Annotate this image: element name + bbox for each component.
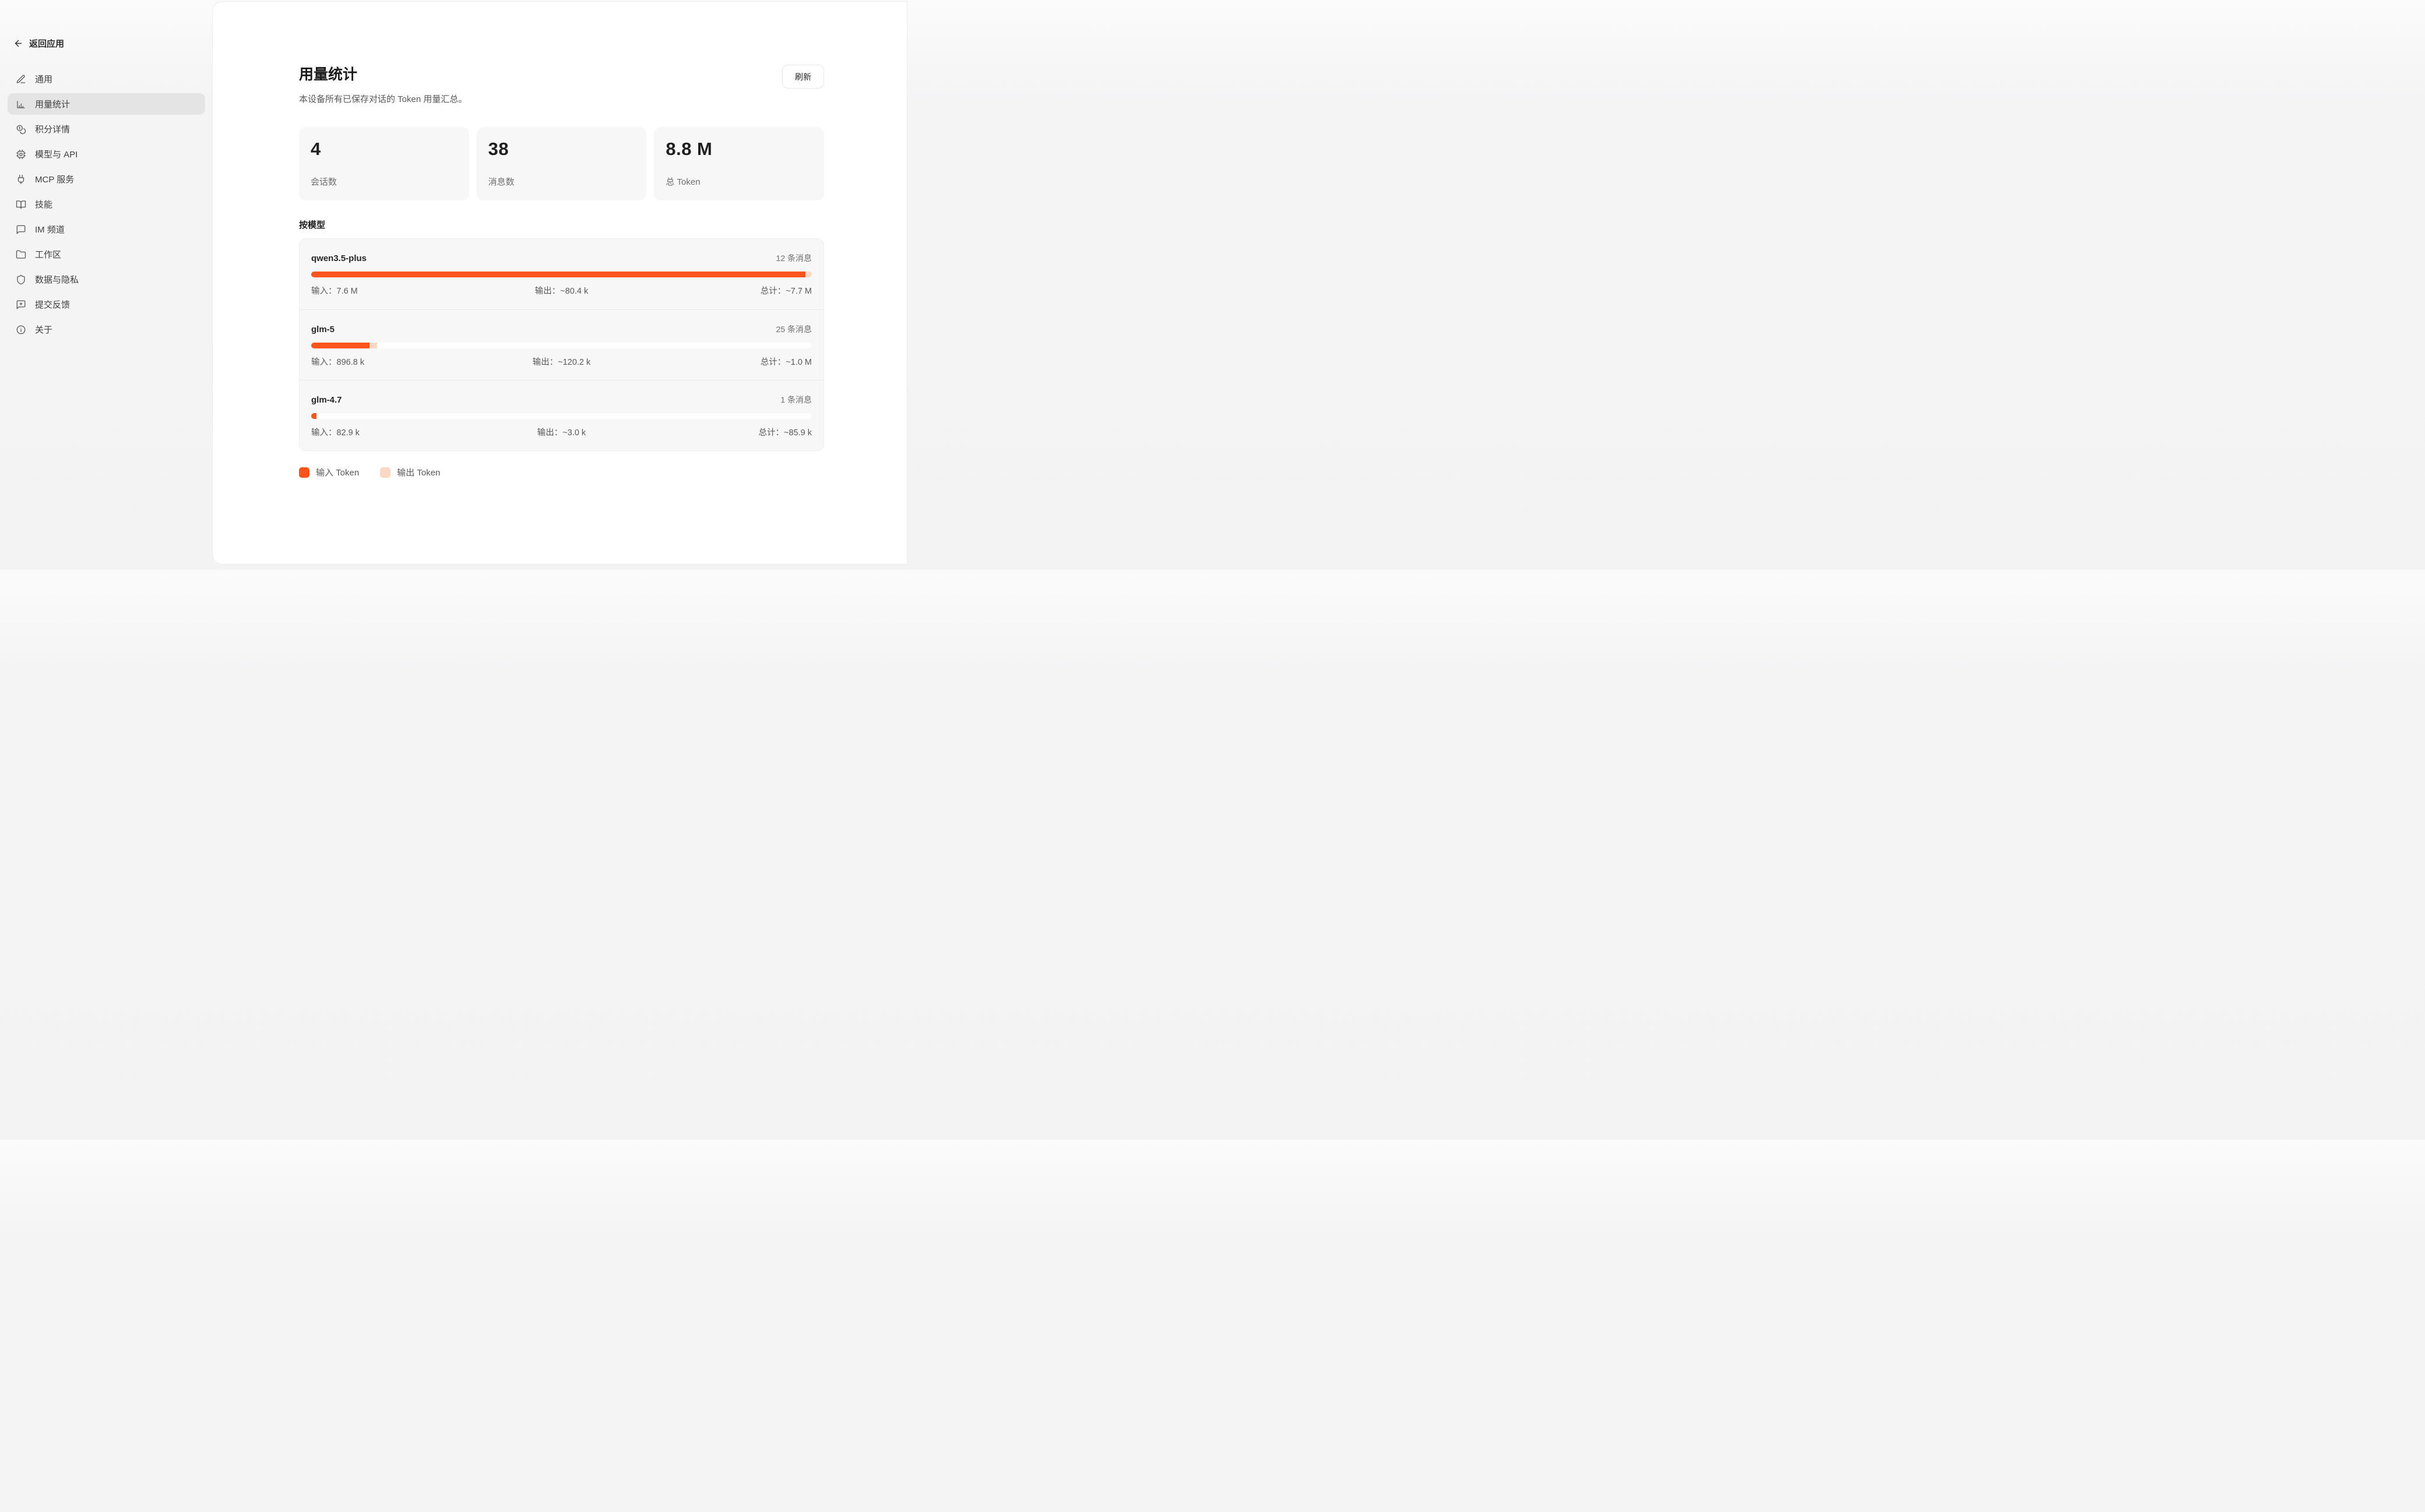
model-name: qwen3.5-plus [311,253,367,263]
model-row: glm-5 25 条消息 输入：896.8 k 输出：~120.2 k 总计：~… [300,309,823,380]
sessions-label: 会话数 [311,177,337,187]
chat-bubble-icon [16,224,26,235]
model-output-stat: 输出：~3.0 k [537,428,586,438]
card-messages: 38 消息数 [476,127,647,200]
bar-chart-icon [16,99,26,110]
model-message-count: 25 条消息 [776,325,812,334]
sidebar-item-privacy[interactable]: 数据与隐私 [8,269,205,290]
model-total-stat: 总计：~85.9 k [758,428,812,438]
coins-icon [16,124,26,135]
models-card: qwen3.5-plus 12 条消息 输入：7.6 M 输出：~80.4 k … [299,238,824,451]
sidebar-item-label: 用量统计 [35,100,71,110]
model-input-stat: 输入：896.8 k [311,358,365,367]
token-usage-bar [311,413,812,419]
messages-count: 38 [488,139,509,159]
sidebar-item-usage-stats[interactable]: 用量统计 [8,93,205,115]
page-title: 用量统计 [299,66,358,83]
output-token-segment [805,272,812,277]
input-token-swatch [299,467,309,478]
sidebar-item-workspace[interactable]: 工作区 [8,244,205,265]
plug-icon [16,174,26,185]
input-token-segment [311,413,317,419]
model-message-count: 12 条消息 [776,253,812,263]
input-token-segment [311,343,369,348]
pencil-icon [16,74,26,84]
back-to-app-button[interactable]: 返回应用 [8,34,205,53]
sidebar-item-skills[interactable]: 技能 [8,193,205,215]
settings-window: 返回应用 通用 用量统计 积分详情 模型与 API MCP 服务 技能 [0,0,907,570]
refresh-button[interactable]: 刷新 [782,65,824,89]
messages-label: 消息数 [488,177,515,187]
book-open-icon [16,199,26,210]
sidebar-item-label: MCP 服务 [35,175,75,185]
back-label: 返回应用 [29,39,65,49]
main-panel: 用量统计 本设备所有已保存对话的 Token 用量汇总。 刷新 4 会话数 38… [213,2,907,564]
output-token-segment [369,343,378,348]
model-row: glm-4.7 1 条消息 输入：82.9 k 输出：~3.0 k 总计：~85… [300,380,823,450]
model-input-stat: 输入：82.9 k [311,428,360,438]
sessions-count: 4 [311,139,321,159]
model-output-stat: 输出：~120.2 k [532,358,591,367]
sidebar-item-label: 技能 [35,200,53,210]
sidebar-item-about[interactable]: 关于 [8,319,205,340]
sidebar-item-credits[interactable]: 积分详情 [8,118,205,140]
sidebar-item-label: 关于 [35,325,53,335]
total-tokens-count: 8.8 M [666,139,713,159]
bar-legend: 输入 Token 输出 Token [299,466,824,478]
input-token-segment [311,272,805,277]
sidebar-item-label: 工作区 [35,250,62,260]
settings-sidebar: 返回应用 通用 用量统计 积分详情 模型与 API MCP 服务 技能 [0,0,213,570]
sidebar-item-feedback[interactable]: 提交反馈 [8,294,205,315]
legend-output-label: 输出 Token [397,468,441,478]
model-total-stat: 总计：~1.0 M [760,358,812,367]
arrow-left-icon [15,40,22,47]
legend-input-label: 输入 Token [316,468,360,478]
token-usage-bar [311,272,812,277]
model-name: glm-5 [311,325,335,334]
legend-output-token: 输出 Token [380,466,440,478]
model-message-count: 1 条消息 [780,395,812,404]
shield-icon [16,274,26,285]
output-token-swatch [380,467,391,478]
legend-input-token: 输入 Token [299,466,359,478]
sidebar-item-label: IM 频道 [35,225,65,235]
chip-icon [16,149,26,160]
sidebar-item-im-channels[interactable]: IM 频道 [8,218,205,240]
model-input-stat: 输入：7.6 M [311,287,358,296]
total-tokens-label: 总 Token [666,177,701,187]
model-total-stat: 总计：~7.7 M [760,287,812,296]
model-name: glm-4.7 [311,395,342,405]
sidebar-item-general[interactable]: 通用 [8,68,205,90]
sidebar-item-label: 模型与 API [35,150,78,160]
sidebar-item-mcp[interactable]: MCP 服务 [8,168,205,190]
info-icon [16,325,26,335]
sidebar-item-label: 积分详情 [35,125,71,135]
summary-cards: 4 会话数 38 消息数 8.8 M 总 Token [299,127,825,200]
model-row: qwen3.5-plus 12 条消息 输入：7.6 M 输出：~80.4 k … [300,239,823,309]
sidebar-item-label: 数据与隐私 [35,275,79,285]
card-sessions: 4 会话数 [299,127,469,200]
card-total-tokens: 8.8 M 总 Token [654,127,825,200]
by-model-section-title: 按模型 [299,220,326,230]
feedback-plus-icon [16,299,26,310]
sidebar-item-label: 通用 [35,75,53,84]
sidebar-item-label: 提交反馈 [35,300,71,310]
model-output-stat: 输出：~80.4 k [534,287,589,296]
sidebar-item-models-api[interactable]: 模型与 API [8,143,205,165]
page-subtitle: 本设备所有已保存对话的 Token 用量汇总。 [299,94,467,104]
token-usage-bar [311,343,812,348]
folder-icon [16,249,26,260]
